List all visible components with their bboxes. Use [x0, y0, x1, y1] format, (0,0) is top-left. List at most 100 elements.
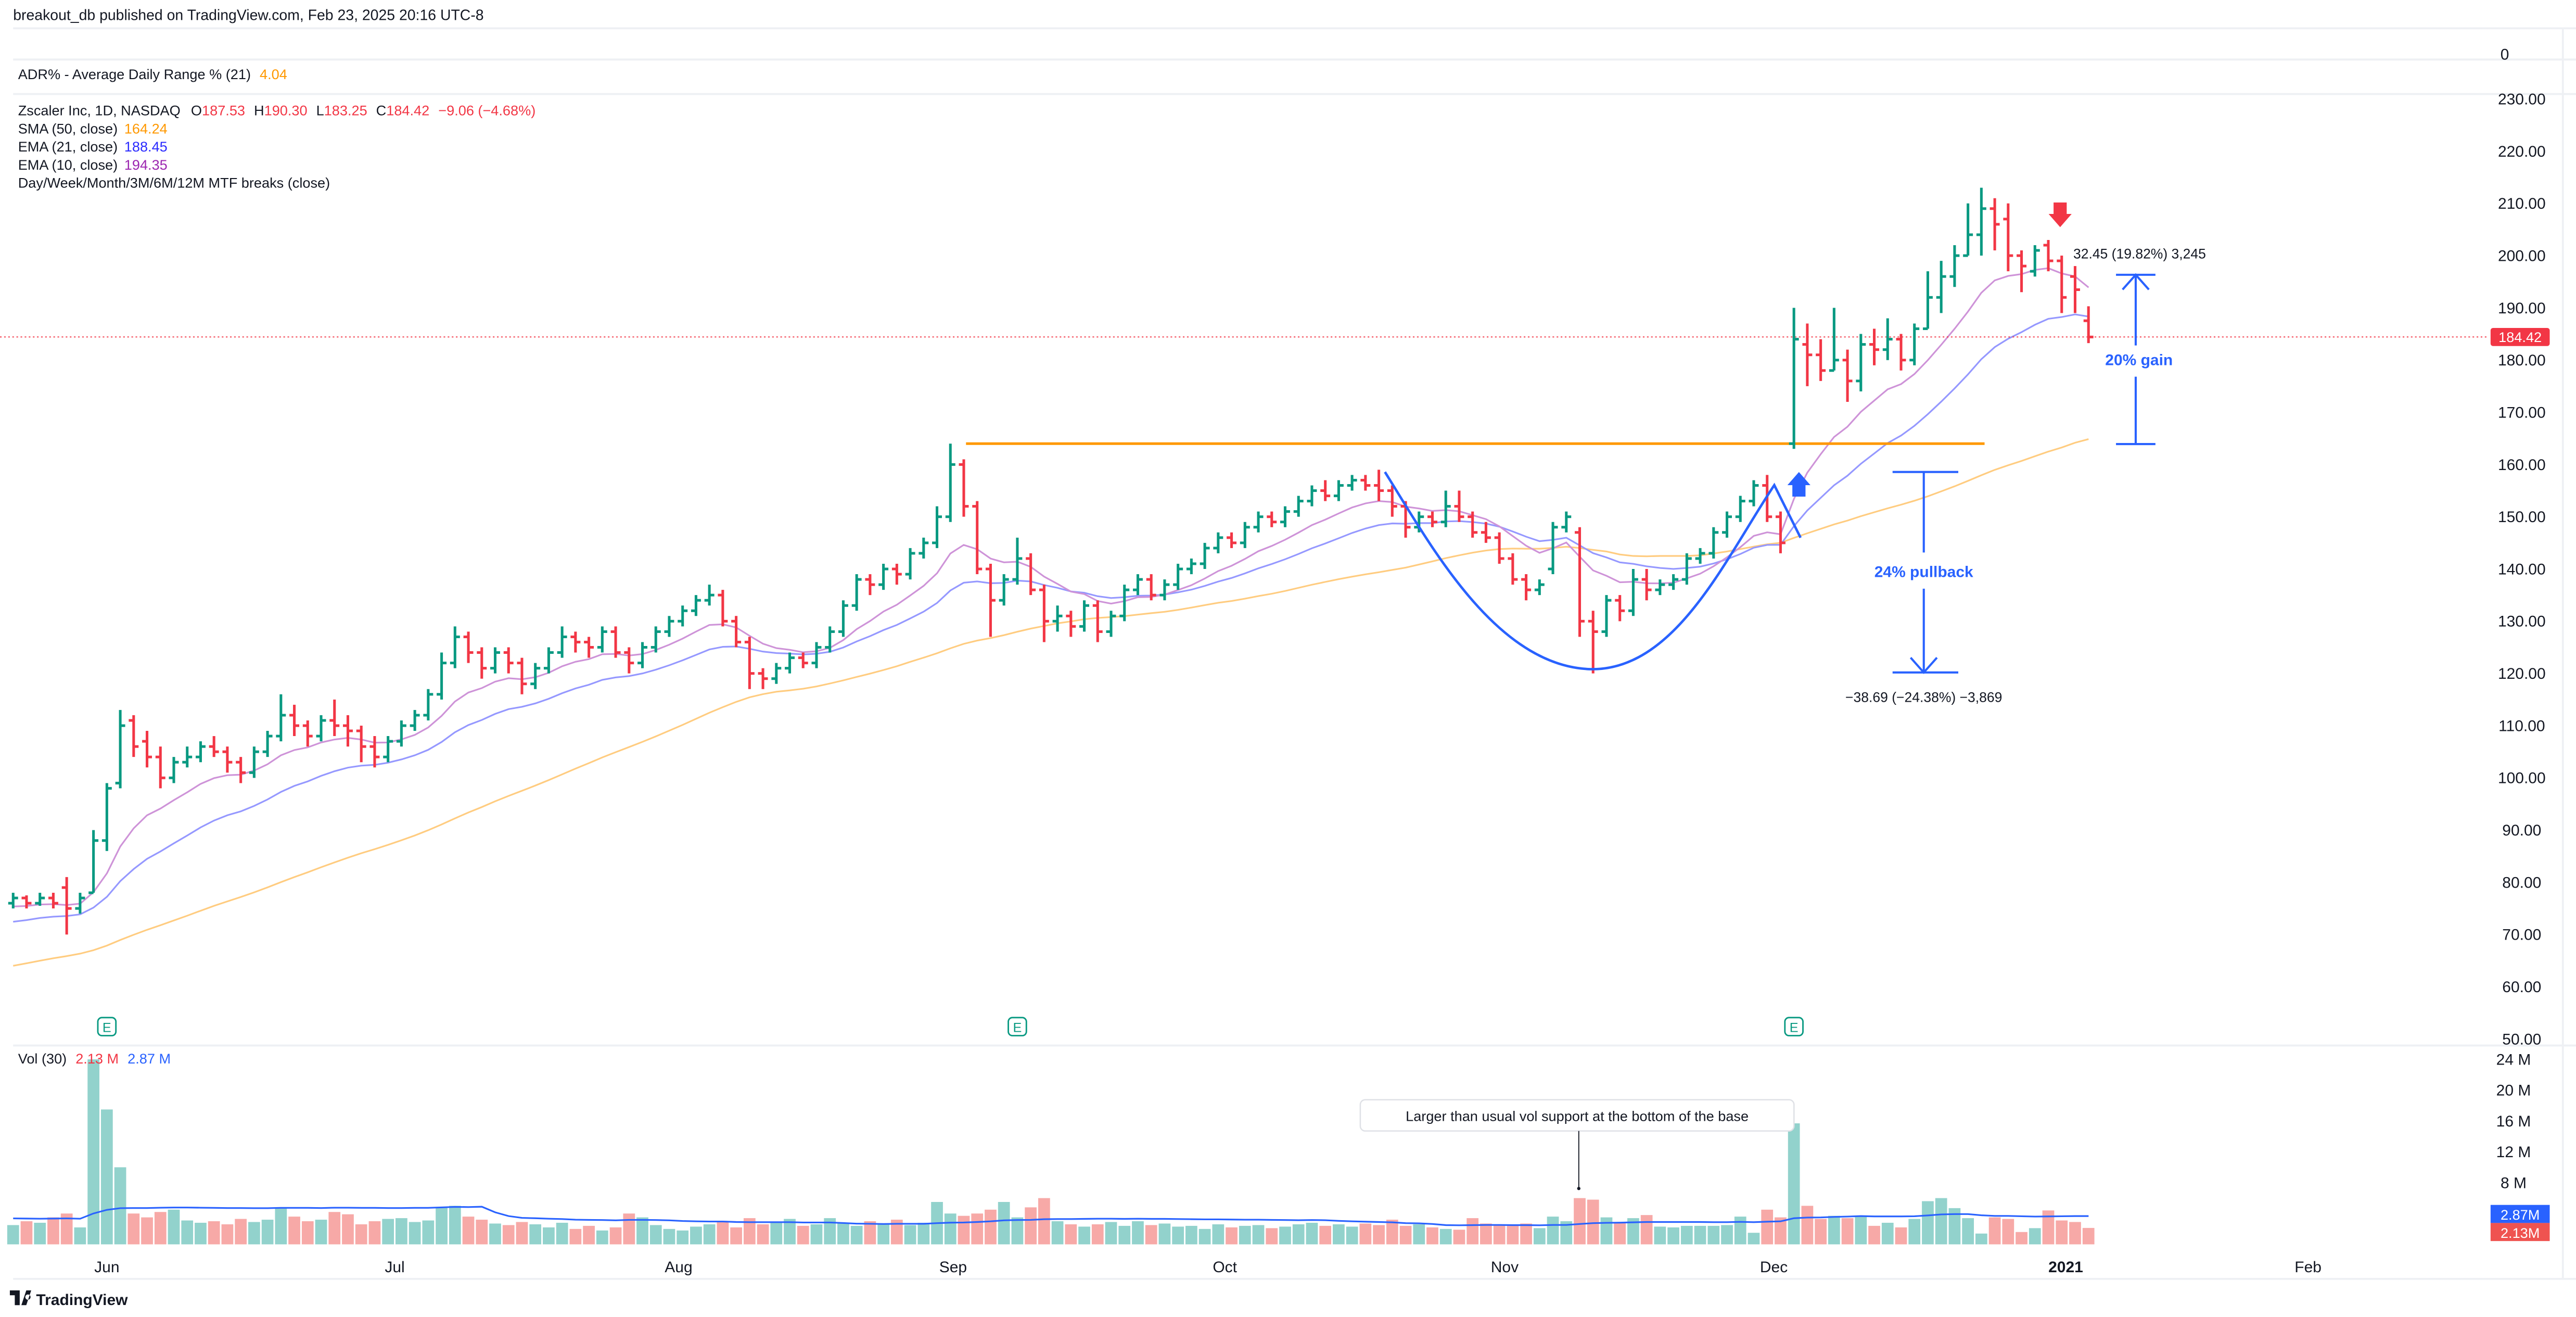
ohlc-bar: [2003, 203, 2013, 272]
cup-pattern-drawing[interactable]: [1384, 471, 1802, 670]
ohlc-bar: [1561, 511, 1572, 533]
time-tick-label: Aug: [665, 1259, 692, 1276]
ohlc-bar: [1039, 585, 1049, 642]
price-tick-label: 100.00: [2498, 770, 2546, 787]
volume-bar: [1788, 1123, 1800, 1245]
ema10-value: 194.35: [124, 157, 168, 173]
volume-bar: [958, 1215, 970, 1245]
volume-bar: [208, 1221, 220, 1245]
volume-bar: [1667, 1227, 1679, 1245]
ohlc-bar: [2043, 239, 2054, 272]
ohlc-bar: [2057, 256, 2067, 313]
earnings-marker[interactable]: E: [1008, 1017, 1027, 1036]
volume-bar: [998, 1201, 1010, 1245]
symbol-legend[interactable]: Zscaler Inc, 1D, NASDAQ O187.53 H190.30 …: [18, 103, 536, 119]
sma50-label: SMA (50, close): [18, 120, 118, 136]
ohlc-bar: [1615, 595, 1625, 622]
price-tick-label: 50.00: [2502, 1031, 2541, 1048]
volume-tick-label: 20 M: [2496, 1082, 2531, 1099]
ohlc-bar: [1949, 245, 1960, 287]
price-tick-label: 200.00: [2498, 247, 2546, 264]
ohlc-bar: [289, 704, 300, 737]
volume-ma-line: [13, 1206, 2089, 1226]
time-tick-label: Dec: [1760, 1259, 1788, 1276]
ohlc-bar: [1468, 511, 1478, 538]
volume-bar: [368, 1221, 381, 1245]
ohlc-bar: [1641, 569, 1652, 601]
price-tick-label: 220.00: [2498, 143, 2546, 160]
ohlc-bar: [1681, 553, 1692, 585]
volume-bar: [248, 1222, 260, 1245]
ohlc-bar: [249, 746, 259, 778]
price-tick-label: 150.00: [2498, 509, 2546, 526]
ohlc-bar: [2083, 306, 2094, 344]
volume-bar: [342, 1214, 354, 1245]
price-tick-label: 140.00: [2498, 561, 2546, 578]
ohlc-bar: [1963, 203, 1973, 257]
earnings-marker[interactable]: E: [97, 1017, 117, 1036]
ema21-legend[interactable]: EMA (21, close) 188.45: [18, 138, 168, 155]
sma50-value: 164.24: [124, 120, 168, 136]
time-axis[interactable]: Jun Jul Aug Sep Oct Nov Dec 2021 Feb: [94, 1259, 2322, 1276]
volume-bar: [1373, 1225, 1385, 1245]
ohlc-bar: [878, 563, 889, 590]
mtf-legend[interactable]: Day/Week/Month/3M/6M/12M MTF breaks (clo…: [18, 175, 330, 191]
volume-bar: [1306, 1222, 1318, 1245]
ohlc-bar: [1762, 475, 1772, 522]
ohlc-bar: [276, 694, 286, 742]
ohlc-bar: [450, 626, 460, 668]
volume-bar: [1279, 1226, 1291, 1245]
high-value: 190.30: [264, 103, 308, 119]
earnings-marker[interactable]: E: [1784, 1017, 1804, 1036]
ohlc-bar: [1052, 605, 1063, 632]
ohlc-bar: [1440, 490, 1451, 527]
volume-bar: [275, 1207, 287, 1245]
volume-bar: [2082, 1227, 2095, 1245]
ohlc-bar: [905, 548, 915, 580]
gain-measure-tool[interactable]: 20% gain 32.45 (19.82%) 3,245: [2073, 246, 2206, 446]
ohlc-bar: [316, 715, 326, 742]
ohlc-bar: [236, 757, 246, 783]
ohlc-bar: [410, 710, 420, 731]
volume-bar: [944, 1213, 957, 1245]
volume-bar: [1962, 1218, 1974, 1245]
adr-legend[interactable]: ADR% - Average Daily Range % (21) 4.04: [18, 66, 287, 82]
time-tick-label: Nov: [1491, 1259, 1519, 1276]
volume-bar: [1694, 1225, 1706, 1245]
ohlc-bar: [1106, 611, 1116, 637]
volume-bar: [1680, 1225, 1693, 1245]
ohlc-bar: [1548, 522, 1558, 575]
volume-bar: [1587, 1199, 1599, 1245]
volume-bar: [502, 1225, 515, 1245]
earnings-marker-label: E: [103, 1021, 111, 1035]
price-tick-label: 70.00: [2502, 927, 2541, 944]
volume-bar: [1640, 1215, 1653, 1245]
ohlc-bar: [1146, 574, 1156, 601]
volume-tick-label: 24 M: [2496, 1052, 2531, 1069]
ohlc-bar: [1253, 511, 1264, 533]
volume-ma-badge: 2.87M: [2490, 1205, 2550, 1223]
ema21-label: EMA (21, close): [18, 138, 118, 155]
volume-legend[interactable]: Vol (30) 2.13 M 2.87 M: [18, 1050, 171, 1067]
price-axis[interactable]: 230.00 220.00 210.00 200.00 190.00 180.00 170.…: [2498, 91, 2546, 1048]
tradingview-logo[interactable]: TradingView: [9, 1290, 128, 1309]
time-tick-label: Jul: [385, 1259, 404, 1276]
pullback-measure-tool[interactable]: 24% pullback −38.69 (−24.38%) −3,869: [1845, 471, 2002, 705]
ohlc-bar: [1293, 496, 1304, 517]
volume-bar: [301, 1221, 314, 1245]
ohlc-bar: [1508, 553, 1518, 585]
volume-bar: [1025, 1207, 1037, 1245]
ohlc-bar: [718, 590, 728, 627]
volume-axis[interactable]: 24 M 20 M 16 M 12 M 8 M: [2496, 1052, 2531, 1192]
sma50-legend[interactable]: SMA (50, close) 164.24: [18, 120, 168, 136]
volume-bar: [2069, 1222, 2081, 1245]
volume-note-callout[interactable]: Larger than usual vol support at the bot…: [1359, 1099, 1795, 1191]
volume-bar: [784, 1219, 796, 1245]
ohlc-bar: [21, 895, 32, 909]
volume-bar: [609, 1227, 622, 1245]
volume-bar: [127, 1213, 140, 1245]
ema10-legend[interactable]: EMA (10, close) 194.35: [18, 157, 168, 173]
ohlc-bar: [999, 574, 1009, 606]
